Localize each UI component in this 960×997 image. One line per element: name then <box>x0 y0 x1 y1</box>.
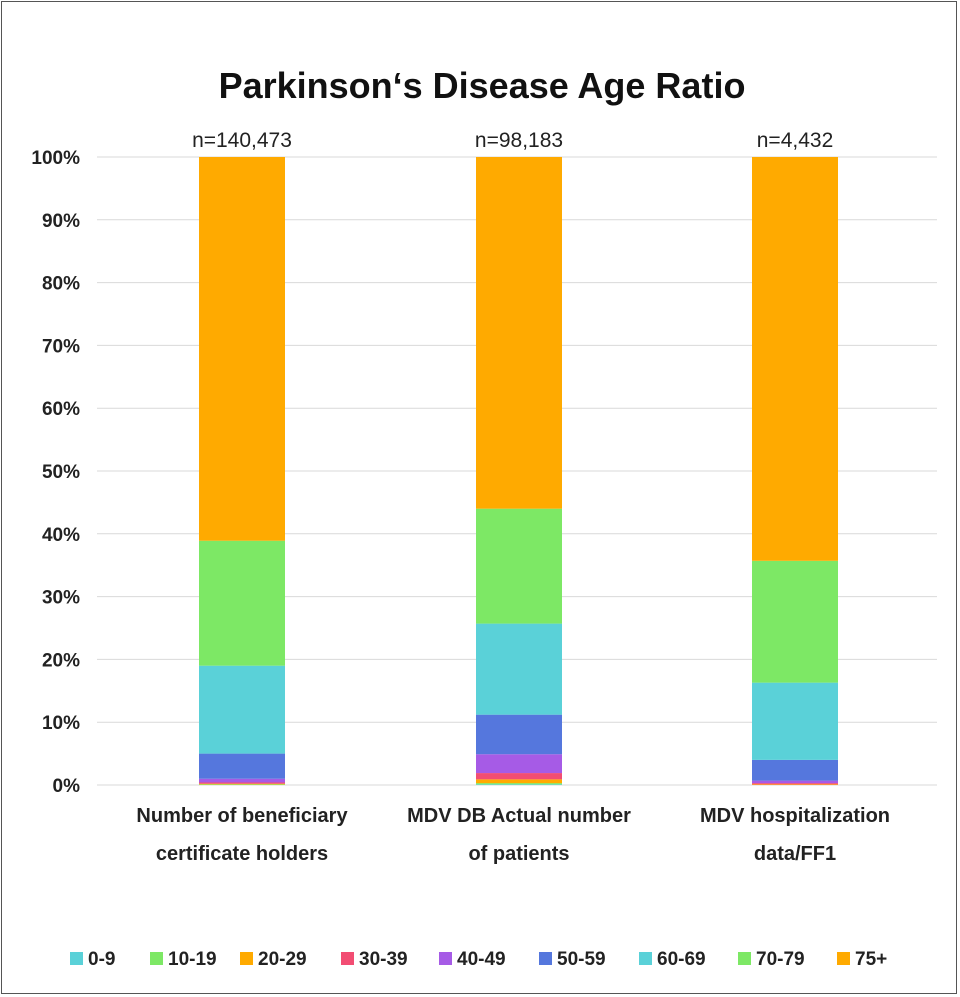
legend-swatch-0-9 <box>70 952 83 965</box>
x-axis-category-labels: Number of beneficiary certificate holders… <box>136 805 890 865</box>
y-tick-label: 60% <box>42 399 80 420</box>
bar-segment-20-29 <box>752 784 838 785</box>
legend-swatch-50-59 <box>539 952 552 965</box>
bar-segment-0-9 <box>476 784 562 785</box>
bar-segment-10-19 <box>476 783 562 785</box>
y-axis-ticks: 0% 10% 20% 30% 40% 50% 60% 70% 80% 90% 100% <box>31 148 80 797</box>
bar-segment-30-39 <box>752 783 838 785</box>
legend-label: 75+ <box>855 949 887 970</box>
legend-label: 50-59 <box>557 949 606 970</box>
bar-segment-75+ <box>752 157 838 561</box>
legend-label: 40-49 <box>457 949 506 970</box>
sample-size-label: n=4,432 <box>757 129 834 152</box>
category-label: certificate holders <box>156 843 328 865</box>
bar-segment-20-29 <box>199 783 285 785</box>
y-tick-label: 20% <box>42 650 80 671</box>
legend-label: 20-29 <box>258 949 307 970</box>
bar-segment-40-49 <box>476 754 562 774</box>
legend-label: 30-39 <box>359 949 408 970</box>
y-tick-label: 10% <box>42 713 80 734</box>
bar-segment-60-69 <box>476 623 562 715</box>
bar-segment-10-19 <box>199 784 285 785</box>
y-tick-label: 50% <box>42 462 80 483</box>
legend-label: 60-69 <box>657 949 706 970</box>
y-tick-label: 0% <box>53 776 81 797</box>
bar-segment-40-49 <box>199 778 285 783</box>
bar-segment-40-49 <box>752 780 838 784</box>
sample-size-label: n=140,473 <box>192 129 292 152</box>
sample-size-label: n=98,183 <box>475 129 563 152</box>
legend-label: 70-79 <box>756 949 805 970</box>
legend-swatch-40-49 <box>439 952 452 965</box>
bar-segment-70-79 <box>199 540 285 666</box>
legend-swatch-20-29 <box>240 952 253 965</box>
bar-segment-75+ <box>199 157 285 541</box>
category-label: data/FF1 <box>754 843 836 865</box>
y-tick-label: 70% <box>42 336 80 357</box>
y-tick-label: 80% <box>42 274 80 295</box>
bar-segment-30-39 <box>199 782 285 784</box>
category-label: Number of beneficiary <box>136 805 348 827</box>
bar-segment-50-59 <box>752 759 838 781</box>
bar-segment-50-59 <box>476 714 562 755</box>
legend: 0-9 10-19 20-29 30-39 40-49 50-59 60-69 70-79 75… <box>70 949 887 970</box>
legend-swatch-60-69 <box>639 952 652 965</box>
category-label: MDV hospitalization <box>700 805 890 827</box>
y-tick-label: 40% <box>42 525 80 546</box>
bar-segment-60-69 <box>199 665 285 754</box>
bar-segment-75+ <box>476 157 562 509</box>
y-tick-label: 30% <box>42 588 80 609</box>
category-label: of patients <box>468 843 569 865</box>
bar-segment-50-59 <box>199 753 285 779</box>
sample-size-labels: n=140,473 n=98,183 n=4,432 <box>192 129 833 152</box>
legend-swatch-70-79 <box>738 952 751 965</box>
y-tick-label: 90% <box>42 211 80 232</box>
chart-title: Parkinson‘s Disease Age Ratio <box>219 65 746 106</box>
legend-swatch-10-19 <box>150 952 163 965</box>
legend-swatch-75+ <box>837 952 850 965</box>
bar-segment-20-29 <box>476 779 562 784</box>
bars <box>199 157 838 785</box>
y-tick-label: 100% <box>31 148 80 169</box>
legend-label: 0-9 <box>88 949 115 970</box>
legend-swatch-30-39 <box>341 952 354 965</box>
bar-segment-70-79 <box>476 508 562 624</box>
category-label: MDV DB Actual number <box>407 805 631 827</box>
bar-segment-30-39 <box>476 773 562 780</box>
legend-label: 10-19 <box>168 949 217 970</box>
bar-segment-70-79 <box>752 560 838 683</box>
bar-segment-60-69 <box>752 682 838 760</box>
